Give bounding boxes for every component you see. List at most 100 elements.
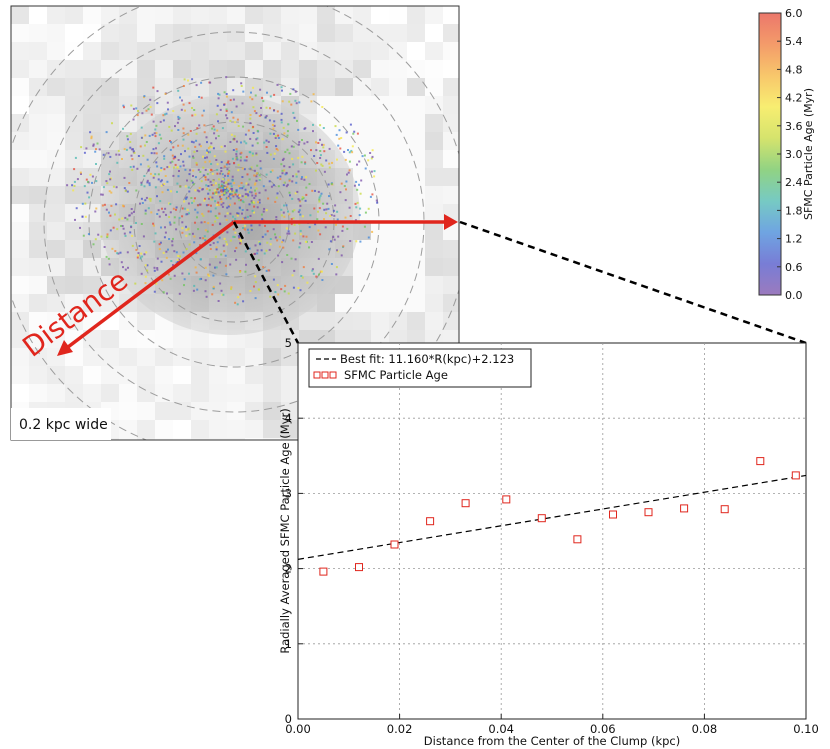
density-pixel [407,204,425,222]
density-pixel [101,42,119,60]
particle [269,107,271,110]
particle [222,186,225,189]
colorbar-tick-label: 2.4 [785,176,803,189]
particle [131,168,134,171]
particle [243,140,246,143]
density-pixel [425,60,443,78]
particle [111,247,114,250]
particle [236,212,239,215]
particle [241,176,244,178]
colorbar-tick-label: 0.0 [785,289,803,302]
particle [150,113,153,116]
particle [255,172,258,175]
particle [181,207,184,210]
particle [129,166,132,168]
particle [218,178,220,181]
particle [237,296,240,299]
particle [209,196,212,199]
particle [187,133,190,136]
density-pixel [101,384,119,402]
particle [158,243,161,246]
particle [349,240,352,242]
particle [358,160,361,163]
density-map [11,6,459,440]
particle [126,138,129,141]
particle [302,266,305,269]
particle [363,225,366,228]
particle [299,289,302,292]
particle [154,135,157,138]
density-pixel [11,258,29,276]
particle [258,115,261,117]
density-pixel [101,78,119,96]
particle [272,228,275,231]
density-pixel [29,438,47,440]
particle [336,218,339,221]
particle [205,184,208,187]
particle [204,168,207,171]
particle [121,158,123,160]
particle [333,238,336,241]
particle [221,173,224,176]
colorbar-ticks: 6.05.44.84.23.63.02.41.81.20.60.0 [777,7,803,302]
particle [83,185,86,188]
particle [220,200,223,203]
particle [286,134,289,137]
particle [95,207,98,210]
particle [196,204,199,207]
density-pixel [47,132,65,150]
particle [227,179,230,182]
particle [212,179,215,182]
particle [202,237,205,240]
particle [182,132,185,135]
particle [76,178,79,181]
particle [244,195,247,198]
particle [172,237,174,240]
particle [172,157,175,160]
density-pixel [47,150,65,168]
particle [208,160,211,163]
particle [160,137,163,140]
particle [194,208,197,211]
particle [152,148,155,151]
particle [191,201,194,204]
particle [305,235,308,238]
particle [222,293,225,296]
particle [164,175,167,177]
particle [228,171,230,174]
particle [169,223,172,226]
particle [236,214,239,217]
particle [124,234,127,237]
particle [109,229,112,232]
density-pixel [263,42,281,60]
density-pixel [29,330,47,348]
legend-fit-label: Best fit: 11.160*R(kpc)+2.123 [340,352,514,366]
particle [110,191,113,194]
density-pixel [83,240,101,258]
particle [244,270,247,273]
particle [132,165,135,168]
particle [346,173,348,176]
particle [287,210,289,213]
particle [235,191,238,193]
particle [194,266,197,269]
density-pixel [317,114,335,132]
particle [297,156,300,159]
particle [361,155,364,158]
particle [275,148,278,150]
particle [332,236,335,238]
particle [234,121,237,124]
density-pixel [11,240,29,258]
particle [223,91,226,94]
density-pixel [137,402,155,420]
particle [222,189,225,192]
density-pixel [281,402,299,420]
density-pixel [299,24,317,42]
particle [292,286,295,289]
density-pixel [353,168,371,186]
particle [239,159,242,162]
particle [235,153,238,156]
density-pixel [47,186,65,204]
particle [203,124,206,127]
particle [105,208,108,211]
